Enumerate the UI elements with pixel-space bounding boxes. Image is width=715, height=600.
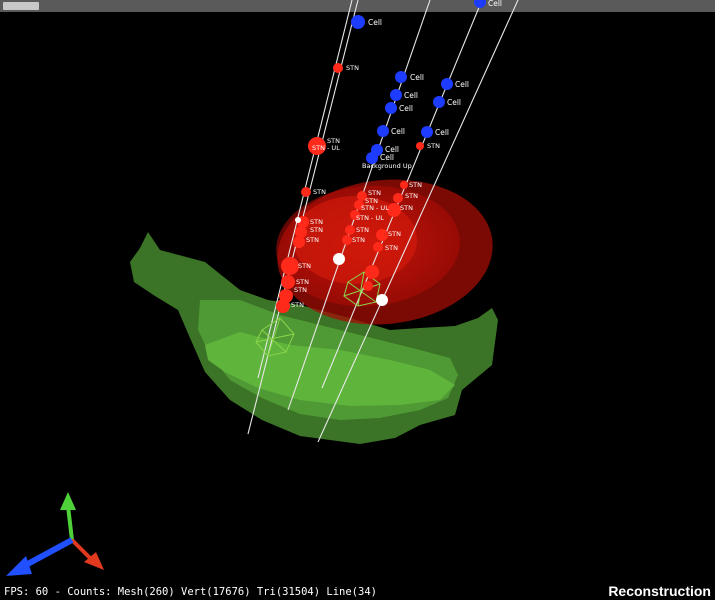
cell-marker [474,0,486,8]
stn-label: STN [388,230,401,238]
cell-label: Cell [385,145,399,154]
stn-label: STN [327,137,340,145]
stn-ul-label: STN - UL [312,144,340,152]
background-up-label: Background Up [362,162,412,170]
stn-label: STN [409,181,422,189]
stn-label: STN [298,262,311,270]
recording-site-marker [295,217,301,223]
stn-marker [293,236,305,248]
stn-marker [363,281,373,291]
stn-label: STN [356,226,369,234]
recording-site-markers [295,217,388,306]
trajectory-line-3 [321,0,483,389]
stn-marker [387,203,401,217]
cell-marker [395,71,407,83]
stn-label: STN [365,197,378,205]
stn-marker [416,142,424,150]
cell-label: Cell [399,104,413,113]
stn-label: STN [400,204,413,212]
stn-label: STN [313,188,326,196]
stn-marker [295,226,307,238]
view-title: Reconstruction [608,583,711,599]
stn-label: STN [306,236,319,244]
cell-marker [377,125,389,137]
stn-marker [342,235,352,245]
stn-label: STN [427,142,440,150]
stn-label: STN [310,218,323,226]
cell-label: Cell [368,18,382,27]
top-scrollbar[interactable] [0,0,715,12]
stn-marker [345,225,355,235]
recording-site-marker [376,294,388,306]
scrollbar-thumb[interactable] [3,2,39,10]
cell-marker [421,126,433,138]
red-structure-core [293,196,417,284]
cell-marker [390,89,402,101]
stn-marker [365,265,379,279]
stn-label: STN [352,236,365,244]
cell-markers [351,0,486,164]
wireframe-polyhedron-icon [255,317,295,357]
stn-label: STN [385,244,398,252]
cell-marker [385,102,397,114]
cell-label: Cell [455,80,469,89]
stn-marker [281,257,299,275]
stn-ul-label: STN - UL [361,204,389,212]
xyz-axes-icon [6,492,104,576]
cell-label: Cell [410,73,424,82]
stn-marker [301,187,311,197]
cell-marker [351,15,365,29]
trajectory-line-4 [317,0,519,443]
cell-label: Cell [435,128,449,137]
stn-ul-label: STN - UL [356,214,384,222]
cell-label: Cell [447,98,461,107]
stn-label: STN [346,64,359,72]
cell-marker [441,78,453,90]
stn-marker [393,193,403,203]
cell-label: Cell [391,127,405,136]
stn-marker [354,200,364,210]
cell-label: Cell [380,153,394,162]
stn-markers [276,63,424,313]
recording-site-marker [333,253,345,265]
cell-marker [366,152,378,164]
cell-label: Cell [488,0,502,8]
stn-label: STN [405,192,418,200]
stn-marker [281,275,295,289]
stn-marker [276,299,290,313]
stn-marker [357,191,367,201]
wireframe-polyhedron-icon [343,271,381,307]
stn-marker [333,63,343,73]
stn-marker [400,181,408,189]
stn-marker [376,229,388,241]
cell-label: Cell [404,91,418,100]
stn-label: STN [310,226,323,234]
status-bar-text: FPS: 60 - Counts: Mesh(260) Vert(17676) … [4,586,377,598]
cell-marker [433,96,445,108]
stn-marker [308,137,326,155]
stn-marker [350,210,360,220]
stn-label: STN [291,301,304,309]
stn-label: STN [296,278,309,286]
stn-label: STN [368,189,381,197]
stn-marker [373,242,383,252]
stn-label: STN [294,286,307,294]
